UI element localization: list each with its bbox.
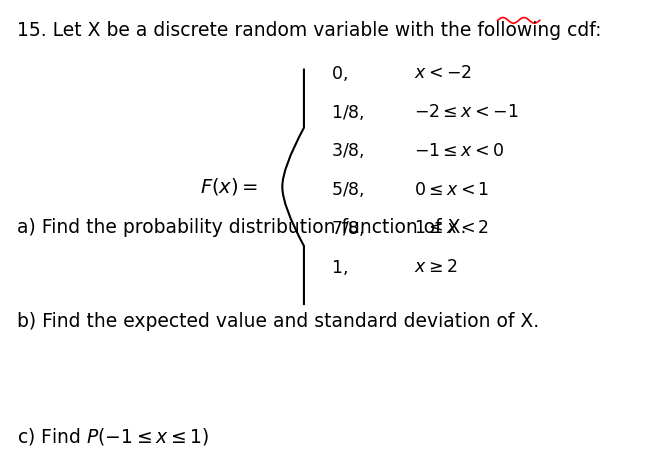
Text: $\mathregular{0,}$: $\mathregular{0,}$ (331, 64, 347, 83)
Text: $x < -2$: $x < -2$ (414, 64, 472, 82)
Text: $0 \leq x < 1$: $0 \leq x < 1$ (414, 181, 490, 199)
Text: $\mathregular{1,}$: $\mathregular{1,}$ (331, 258, 347, 277)
Text: $F(x) =$: $F(x) =$ (200, 176, 259, 197)
Text: $\mathregular{3/8,}$: $\mathregular{3/8,}$ (331, 141, 363, 160)
Text: $-2 \leq x < -1$: $-2 \leq x < -1$ (414, 103, 518, 121)
Text: $\mathregular{7/8,}$: $\mathregular{7/8,}$ (331, 219, 363, 238)
Text: c) Find $P(-1 \leq x \leq 1)$: c) Find $P(-1 \leq x \leq 1)$ (17, 426, 209, 447)
Text: $\mathregular{1/8,}$: $\mathregular{1/8,}$ (331, 103, 363, 122)
Text: a) Find the probability distribution function of X.: a) Find the probability distribution fun… (17, 218, 466, 236)
Text: 15. Let X be a discrete random variable with the following cdf:: 15. Let X be a discrete random variable … (17, 21, 601, 40)
Text: $\mathregular{5/8,}$: $\mathregular{5/8,}$ (331, 180, 363, 199)
Text: $x \geq 2$: $x \geq 2$ (414, 258, 458, 276)
Text: $-1 \leq x < 0$: $-1 \leq x < 0$ (414, 142, 504, 160)
Text: $1 \leq x < 2$: $1 \leq x < 2$ (414, 219, 490, 237)
Text: b) Find the expected value and standard deviation of X.: b) Find the expected value and standard … (17, 312, 539, 331)
